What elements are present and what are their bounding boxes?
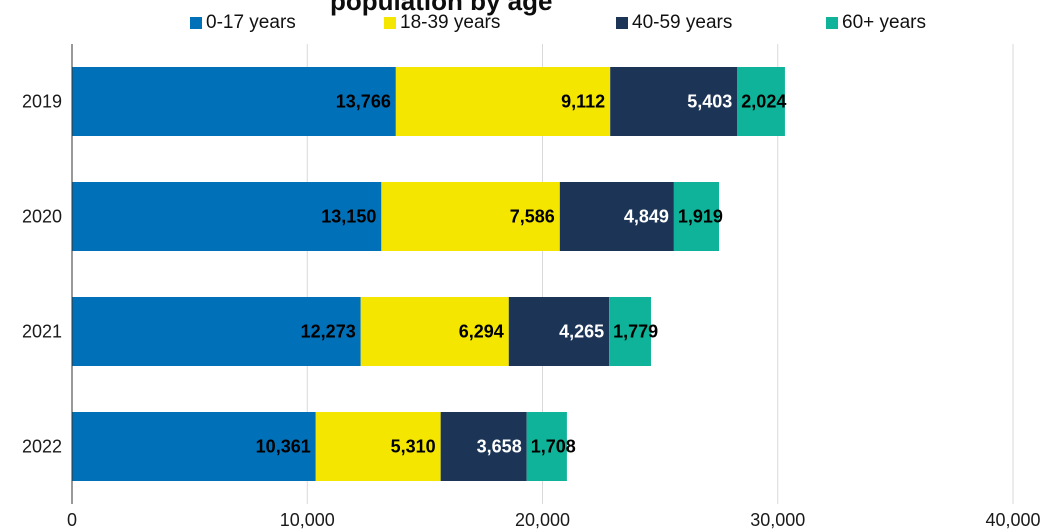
data-label: 5,403 (687, 92, 732, 112)
bar-segment (395, 67, 611, 136)
y-tick-label: 2022 (22, 437, 62, 457)
chart-title-fragment: population by age (330, 0, 553, 16)
data-label: 12,273 (301, 322, 356, 342)
legend-swatch-0-17 (190, 17, 202, 29)
data-label: 4,265 (559, 322, 604, 342)
x-tick-label: 10,000 (280, 510, 335, 530)
bar-segment (673, 182, 720, 251)
legend-item-40-59: 40-59 years (616, 12, 732, 34)
bar-segment (526, 412, 567, 481)
data-label: 10,361 (256, 437, 311, 457)
bar-segment (737, 67, 785, 136)
legend-item-60-plus: 60+ years (826, 12, 926, 34)
x-tick-label: 30,000 (750, 510, 805, 530)
bar-segment (610, 67, 738, 136)
bar-segment (559, 182, 674, 251)
data-label: 5,310 (391, 437, 436, 457)
legend-swatch-60-plus (826, 17, 838, 29)
legend-label-0-17: 0-17 years (206, 12, 296, 33)
bar-segment (72, 67, 396, 136)
bar-segment (609, 297, 651, 366)
data-label: 1,708 (531, 437, 576, 457)
legend-label-18-39: 18-39 years (400, 12, 501, 33)
legend-swatch-40-59 (616, 17, 628, 29)
bar-segment (315, 412, 441, 481)
data-label: 1,779 (613, 322, 658, 342)
data-label: 1,919 (678, 207, 723, 227)
x-tick-label: 0 (67, 510, 77, 530)
legend: 0-17 years 18-39 years 40-59 years 60+ y… (0, 8, 1048, 36)
bar-segment (72, 297, 361, 366)
bar-segment (360, 297, 509, 366)
bar-segment (381, 182, 560, 251)
legend-label-60-plus: 60+ years (842, 12, 926, 33)
x-tick-label: 20,000 (515, 510, 570, 530)
bar-segment (72, 412, 316, 481)
data-label: 7,586 (510, 207, 555, 227)
data-label: 4,849 (624, 207, 669, 227)
bar-segment (508, 297, 610, 366)
y-tick-label: 2021 (22, 322, 62, 342)
y-tick-label: 2019 (22, 92, 62, 112)
data-label: 9,112 (561, 92, 605, 112)
data-label: 13,150 (321, 207, 376, 227)
legend-item-18-39: 18-39 years (384, 12, 500, 34)
legend-item-0-17: 0-17 years (190, 12, 296, 34)
data-label: 3,658 (477, 437, 522, 457)
bar-segment (440, 412, 527, 481)
data-label: 6,294 (459, 322, 504, 342)
legend-label-40-59: 40-59 years (632, 12, 733, 33)
bar-segment (72, 182, 382, 251)
x-tick-label: 40,000 (985, 510, 1040, 530)
data-label: 13,766 (336, 92, 391, 112)
legend-swatch-18-39 (384, 17, 396, 29)
data-label: 2,024 (741, 92, 786, 112)
y-tick-label: 2020 (22, 207, 62, 227)
